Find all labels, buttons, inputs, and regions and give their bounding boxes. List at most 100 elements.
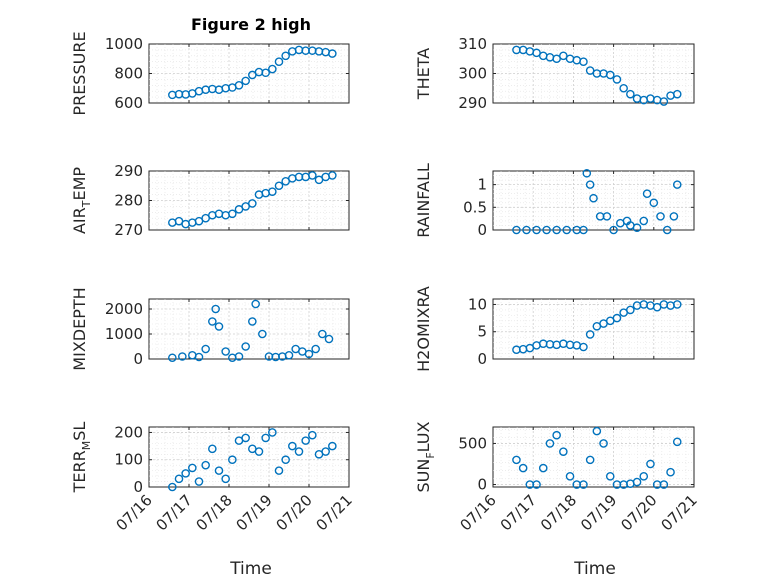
data-point: [201, 344, 210, 354]
data-point: [565, 472, 575, 481]
data-point: [274, 57, 284, 67]
data-point: [281, 455, 290, 465]
y-tick-label: 290: [114, 162, 143, 180]
y-axis-label: RAINFALL: [414, 163, 433, 238]
data-series-air_temp: [168, 171, 337, 229]
subplot-terr_msl: 0 100 200 TERRMSL 07/1607/1707/1807/1907/200…: [70, 422, 356, 535]
y-axis-label: SUNFLUX: [414, 421, 437, 492]
data-point: [522, 225, 531, 235]
data-point: [248, 199, 257, 208]
y-tick-label: 290: [458, 94, 487, 112]
y-axis-label: PRESSURE: [70, 31, 89, 115]
y-tick-label: 100: [114, 451, 143, 469]
data-point: [241, 433, 250, 443]
y-tick-label: 280: [114, 192, 143, 210]
data-point: [311, 344, 320, 354]
data-point: [672, 300, 682, 309]
data-point: [214, 466, 224, 475]
x-tick-label: 07/20: [617, 491, 660, 534]
data-point: [626, 89, 635, 99]
data-point: [194, 477, 204, 486]
x-tick-label: 07/21: [313, 491, 356, 534]
data-point: [328, 171, 337, 180]
data-point: [214, 322, 224, 331]
data-point: [552, 225, 561, 235]
data-point: [174, 474, 184, 484]
data-point: [258, 329, 267, 339]
y-axis-label: AIRTEMP: [70, 167, 93, 234]
data-point: [234, 352, 244, 361]
y-tick-label: 5: [477, 323, 487, 341]
y-tick-label: 1000: [105, 35, 143, 53]
data-point: [518, 463, 528, 473]
data-point: [538, 463, 548, 473]
subplot-pressure: 600 800 1000 PRESSURE: [70, 31, 350, 116]
data-point: [294, 447, 304, 456]
x-tick-label: 07/17: [497, 491, 540, 534]
data-point: [168, 482, 177, 492]
data-point: [562, 225, 572, 235]
y-tick-label: 310: [458, 35, 487, 53]
y-tick-label: 800: [114, 65, 143, 83]
data-point: [585, 180, 595, 189]
x-tick-label: 07/17: [153, 491, 196, 534]
data-point: [579, 57, 588, 67]
data-series-mixdepth: [168, 299, 334, 363]
data-point: [642, 189, 652, 198]
data-point: [248, 317, 257, 326]
y-tick-label: 2000: [105, 300, 143, 318]
x-tick-label: 07/19: [577, 491, 620, 534]
y-tick-label: 0: [477, 350, 487, 368]
data-point: [194, 352, 204, 362]
data-series-rainfall: [512, 168, 682, 235]
data-point: [178, 352, 187, 361]
data-point: [228, 209, 237, 219]
subplot-rainfall: 0 0.5 1 RAINFALL: [414, 163, 695, 239]
y-tick-label: 500: [458, 434, 487, 452]
data-point: [208, 317, 217, 326]
data-point: [589, 193, 598, 203]
data-point: [268, 428, 277, 437]
y-tick-label: 0: [477, 476, 487, 494]
data-point: [241, 76, 250, 86]
data-point: [632, 477, 642, 487]
x-tick-label: 07/16: [457, 491, 500, 534]
data-point: [672, 89, 682, 99]
x-axis-label-right: Time: [573, 559, 616, 579]
data-point: [221, 474, 230, 484]
data-point: [308, 430, 317, 440]
data-point: [201, 460, 210, 470]
data-point: [268, 64, 277, 74]
data-point: [626, 305, 635, 315]
data-point: [639, 216, 649, 226]
data-point: [284, 350, 294, 360]
data-series-sun_flux: [512, 426, 682, 489]
subplot-air_temp: 270 280 290 AIRTEMP: [70, 162, 350, 239]
data-point: [308, 171, 317, 180]
data-point: [619, 83, 628, 93]
data-point: [592, 426, 602, 436]
data-point: [659, 97, 669, 106]
data-point: [228, 455, 237, 465]
x-axis-label-left: Time: [229, 559, 272, 579]
data-point: [281, 51, 290, 61]
data-point: [585, 330, 595, 339]
data-point: [579, 342, 588, 352]
data-point: [579, 225, 588, 235]
data-point: [324, 334, 334, 344]
data-point: [612, 313, 622, 323]
data-point: [208, 444, 217, 454]
data-point: [599, 439, 608, 448]
data-point: [234, 81, 244, 90]
x-tick-label: 07/20: [273, 491, 316, 534]
y-tick-label: 0: [477, 221, 487, 239]
subplot-sun_flux: 0 500 SUNFLUX 07/1607/1707/1807/1907/2007/2…: [414, 421, 701, 534]
data-point: [532, 225, 541, 235]
subplot-h2omixra: 0 5 10 H2OMIXRA: [414, 286, 695, 372]
data-point: [512, 455, 521, 465]
data-point: [274, 466, 284, 475]
x-tick-label: 07/19: [233, 491, 276, 534]
data-series-h2omixra: [512, 300, 682, 355]
data-point: [605, 472, 615, 481]
y-axis-label: MIXDEPTH: [70, 287, 89, 370]
